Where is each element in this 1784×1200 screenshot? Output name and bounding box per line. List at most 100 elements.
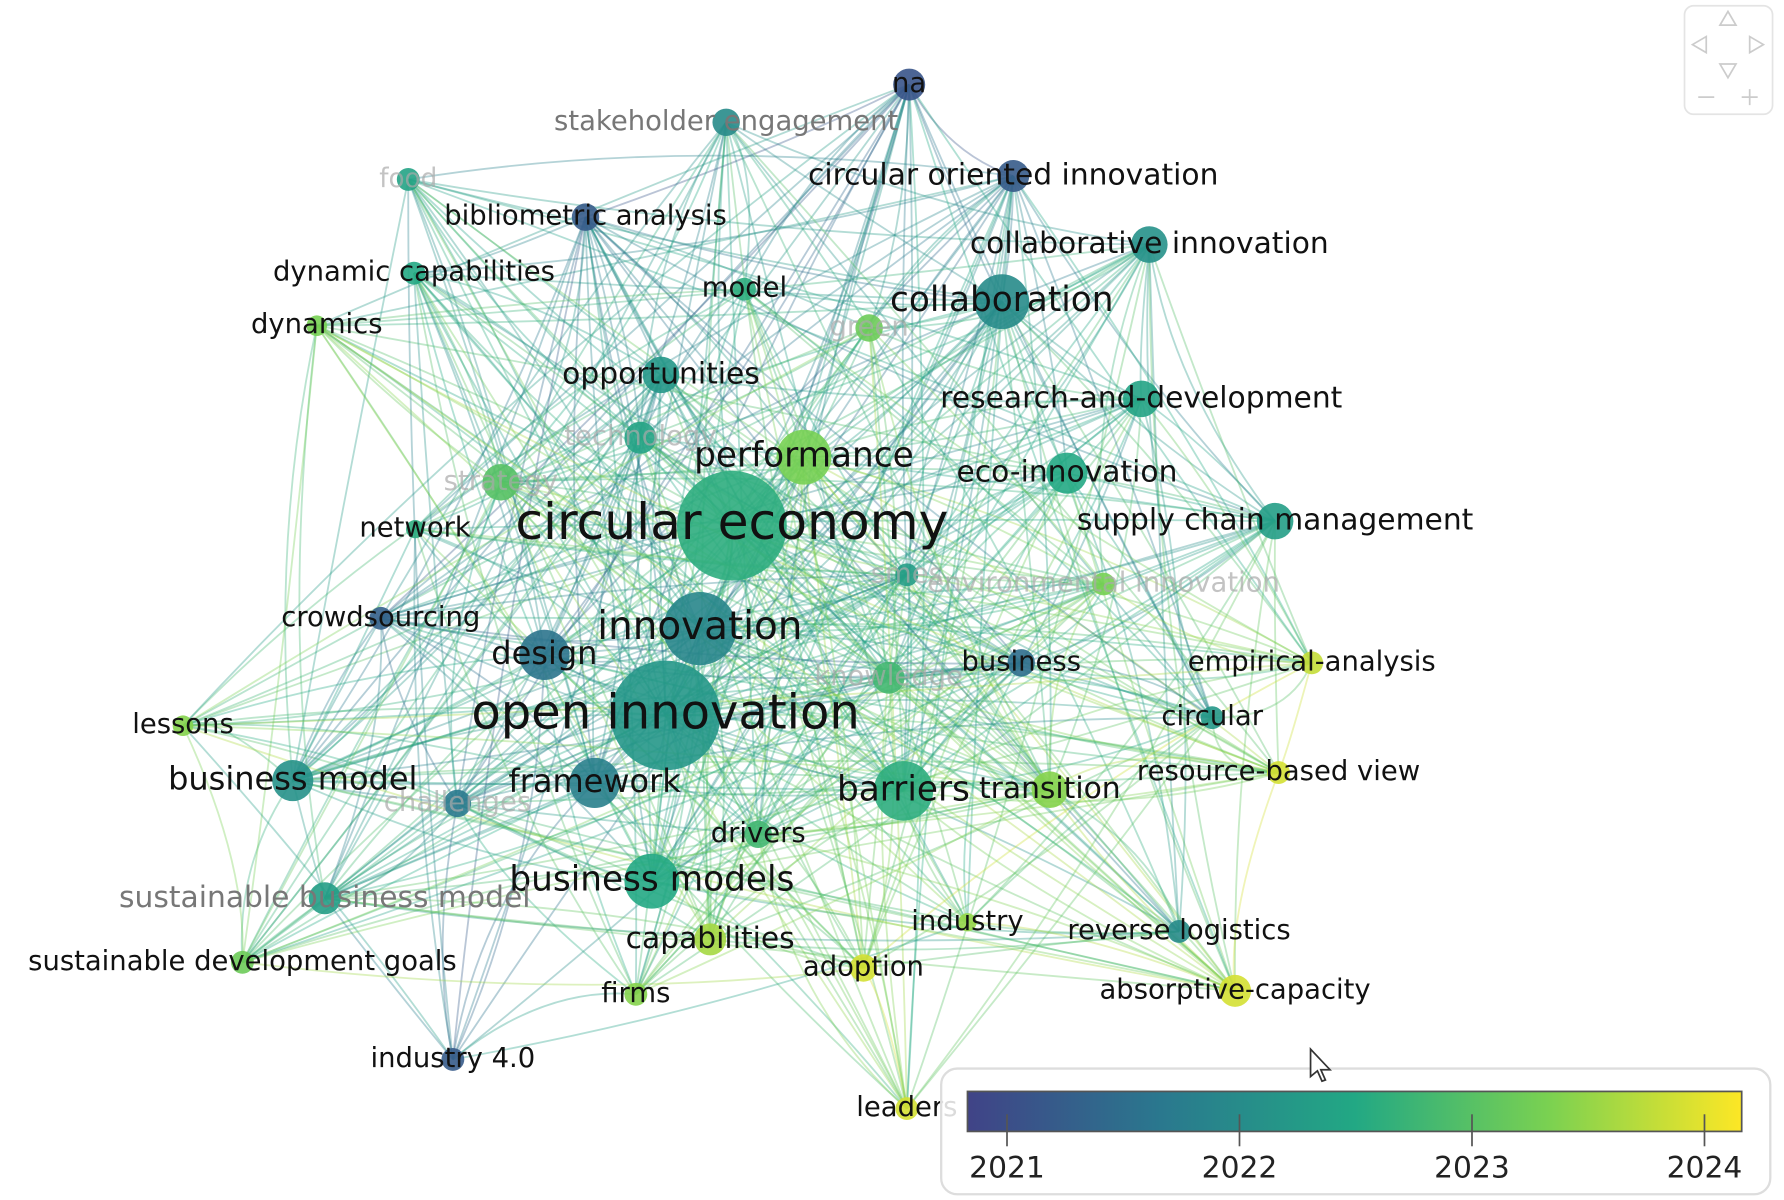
node [1123,380,1160,418]
node [1131,226,1168,263]
node-label: collaboration [890,280,1113,320]
node-label: framework [508,762,681,800]
node [1031,771,1069,808]
node [663,592,737,666]
node-label: dynamic capabilities [273,257,555,288]
node-label: business model [168,760,417,798]
node-label: resource-based view [1137,756,1420,787]
color-tick-label: 2021 [969,1151,1045,1186]
node-label: empirical-analysis [1188,646,1436,677]
node-label: industry 4.0 [371,1043,536,1074]
node [1167,920,1191,943]
node [958,913,977,932]
node-label: drivers [711,818,806,849]
node-label: network [359,513,471,544]
node-label: model [702,273,787,304]
node [571,203,600,231]
node-label: industry [911,906,1023,937]
node-label: reverse logistics [1067,915,1290,946]
node [855,314,883,342]
node [694,923,727,956]
node-label: innovation [597,604,802,649]
node-label: challenges [384,787,531,818]
node [1007,649,1035,677]
node-label: collaborative innovation [970,226,1329,261]
node [402,261,426,285]
node-label: supply chain management [1077,503,1473,538]
node [610,660,721,771]
node [308,882,341,915]
node-label: knowledge [814,661,963,692]
node [519,629,570,680]
node-label: smes [871,558,943,589]
color-bar [966,1090,1743,1133]
node-label: stakeholder engagement [554,106,898,137]
node-label: sustainable development goals [28,946,457,977]
node [172,715,194,736]
node-label: barriers [837,769,970,809]
node [1200,706,1224,730]
node [895,1097,919,1120]
cursor [1309,1046,1332,1083]
node [369,606,393,630]
node-label: business [961,646,1081,677]
color-tick-label: 2022 [1202,1151,1278,1186]
node [443,789,472,818]
node [712,108,740,136]
node [893,68,926,101]
node [974,274,1030,330]
node [482,464,520,501]
node-label: opportunities [562,356,760,391]
node [1267,761,1290,784]
node [733,277,756,301]
node-label: circular [1161,701,1263,732]
node-label: environmental innovation [927,568,1280,599]
node-label: green [830,312,909,343]
node [1300,651,1324,675]
node [569,757,620,808]
color-tick-label: 2023 [1434,1151,1510,1186]
node [677,470,787,581]
node-label: research-and-development [940,380,1342,415]
node-label: technology [564,421,716,452]
node-label: strategy [444,466,558,497]
node-label: bibliometric analysis [444,201,727,232]
node-label: dynamics [251,309,383,340]
node [776,429,832,485]
node [1046,452,1088,494]
node-label: na [892,68,926,99]
nav-control[interactable] [1683,4,1774,116]
labels: circular economy open innovation innovatio… [28,68,1473,1123]
node [624,982,648,1006]
node-label: food [379,164,437,194]
node [1256,502,1294,540]
node [997,160,1030,192]
node [624,421,657,454]
node-label: business models [509,860,794,900]
node [1092,572,1115,596]
node-label: circular economy [515,492,948,551]
node-label: adoption [803,952,924,983]
legend: 2021 2022 2023 2024 [940,1067,1772,1196]
node-label: crowdsourcing [281,602,480,633]
node [642,356,680,394]
node [396,168,420,191]
node [405,520,425,539]
node [872,661,905,694]
node [624,853,680,909]
node [895,563,919,587]
node-label: sustainable business model [119,880,530,915]
node [272,760,314,802]
node-label: eco-innovation [956,455,1177,490]
node [873,761,934,821]
node-label: circular oriented innovation [808,158,1218,193]
node [231,950,254,974]
node-label: lessons [132,709,234,740]
color-tick-label: 2024 [1667,1151,1743,1186]
node-label: design [491,634,597,672]
node [306,315,328,336]
node-label: transition [979,771,1121,806]
nodes [172,68,1324,1120]
node-label: firms [601,978,670,1009]
